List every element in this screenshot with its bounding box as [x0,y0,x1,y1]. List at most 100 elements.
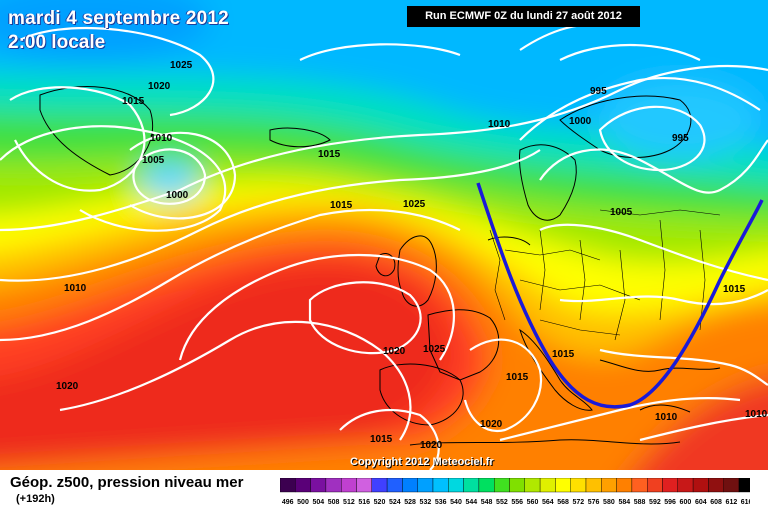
coastlines [39,86,721,446]
scale-swatch [432,478,449,493]
isobar-label: 1020 [56,381,79,392]
scale-swatch [738,478,750,493]
forecast-date-title: mardi 4 septembre 2012 [8,8,229,29]
country-borders [489,209,721,341]
scale-swatch [478,478,495,493]
forecast-offset: (+192h) [16,493,55,505]
scale-tick-label: 568 [557,499,569,506]
scale-swatch [616,478,633,493]
scale-tick-label: 512 [343,499,355,506]
weather-map: 1025 1020 1015 1010 1005 1000 1015 1015 … [0,0,768,470]
isobar-label: 1000 [569,116,592,127]
scale-tick-label: 596 [664,499,676,506]
scale-tick-label: 508 [328,499,340,506]
scale-swatch [662,478,679,493]
scale-tick-label: 608 [710,499,722,506]
isobar-label: 1015 [330,200,353,211]
scale-swatch [371,478,388,493]
isobar-label: 1015 [122,96,145,107]
scale-tick-label: 536 [435,499,447,506]
isobar-label: 1020 [383,346,406,357]
isobar-label: 1005 [142,155,165,166]
scale-swatch [325,478,342,493]
scale-swatch [524,478,541,493]
isobar-label: 1025 [423,344,446,355]
scale-tick-label: 584 [618,499,630,506]
isobar-label: 1025 [403,199,426,210]
scale-swatch [310,478,327,493]
scale-swatch [448,478,464,493]
scale-swatch [692,478,709,493]
scale-tick-label: 524 [389,499,401,506]
scale-tick-label: 556 [511,499,523,506]
color-scale-legend: 496 500 504 508 512 516 520 524 528 532 536 540 544 5… [280,478,750,506]
isobar-label: 1020 [148,81,171,92]
isobar-label: 1015 [506,372,529,383]
scale-tick-label: 504 [312,499,324,506]
scale-swatch [341,478,357,493]
isobar-label: 1005 [610,207,633,218]
isobar-label: 995 [590,86,607,97]
scale-swatch [402,478,418,493]
scale-swatch [417,478,434,493]
isobar-label: 995 [672,133,689,144]
scale-tick-label: 528 [404,499,416,506]
scale-tick-label: 560 [527,499,539,506]
scale-tick-label: 532 [420,499,432,506]
scale-tick-label: 600 [680,499,692,506]
model-run-info: Run ECMWF 0Z du lundi 27 août 2012 [407,6,640,27]
scale-tick-label: 576 [588,499,600,506]
scale-tick-label: 552 [496,499,508,506]
isobar-label: 1015 [723,284,746,295]
isobar-label: 1010 [745,409,768,420]
scale-tick-label: 520 [374,499,386,506]
scale-tick-label: 592 [649,499,661,506]
isobar-label: 1010 [64,283,87,294]
isobar-label: 1015 [370,434,393,445]
scale-tick-label: 612 [726,499,738,506]
copyright-notice: Copyright 2012 Meteociel.fr [350,456,494,468]
scale-tick-label: 564 [542,499,554,506]
scale-swatch [585,478,602,493]
scale-swatch [631,478,648,493]
isobar-label: 1010 [150,133,173,144]
scale-swatch [356,478,373,493]
scale-tick-label: 604 [695,499,707,506]
scale-tick-label: 572 [572,499,584,506]
scale-swatch [493,478,510,493]
scale-swatch [555,478,571,493]
scale-swatch [386,478,403,493]
scale-tick-label: 516 [358,499,370,506]
forecast-local-time: 2:00 locale [8,32,106,53]
isobar-label: 1010 [488,119,511,130]
scale-swatch [463,478,480,493]
scale-tick-label: 548 [481,499,493,506]
legend-title: Géop. z500, pression niveau mer [10,474,244,491]
scale-swatch [539,478,556,493]
isobar-labels: 1025 1020 1015 1010 1005 1000 1015 1015 … [56,60,768,451]
isobars [0,22,768,470]
scale-tick-label: 500 [297,499,309,506]
scale-swatch [708,478,724,493]
isobar-label: 1010 [655,412,678,423]
scale-tick-label: 540 [450,499,462,506]
isobar-label: 1015 [552,349,575,360]
geopotential-field: 1025 1020 1015 1010 1005 1000 1015 1015 … [0,0,768,470]
scale-swatch [723,478,740,493]
scale-swatch [677,478,694,493]
scale-tick-label: 588 [634,499,646,506]
scale-swatch [295,478,311,493]
isobar-label: 1025 [170,60,193,71]
scale-swatch [601,478,617,493]
scale-swatch [647,478,663,493]
scale-tick-label: 580 [603,499,615,506]
scale-tick-label: 616 [741,499,750,506]
scale-swatch [280,478,296,493]
scale-tick-label: 496 [282,499,294,506]
isobar-label: 1020 [480,419,503,430]
scale-tick-label: 544 [465,499,477,506]
scale-swatch [570,478,587,493]
scale-swatch [509,478,526,493]
isobar-label: 1015 [318,149,341,160]
trough-axis [476,182,764,409]
